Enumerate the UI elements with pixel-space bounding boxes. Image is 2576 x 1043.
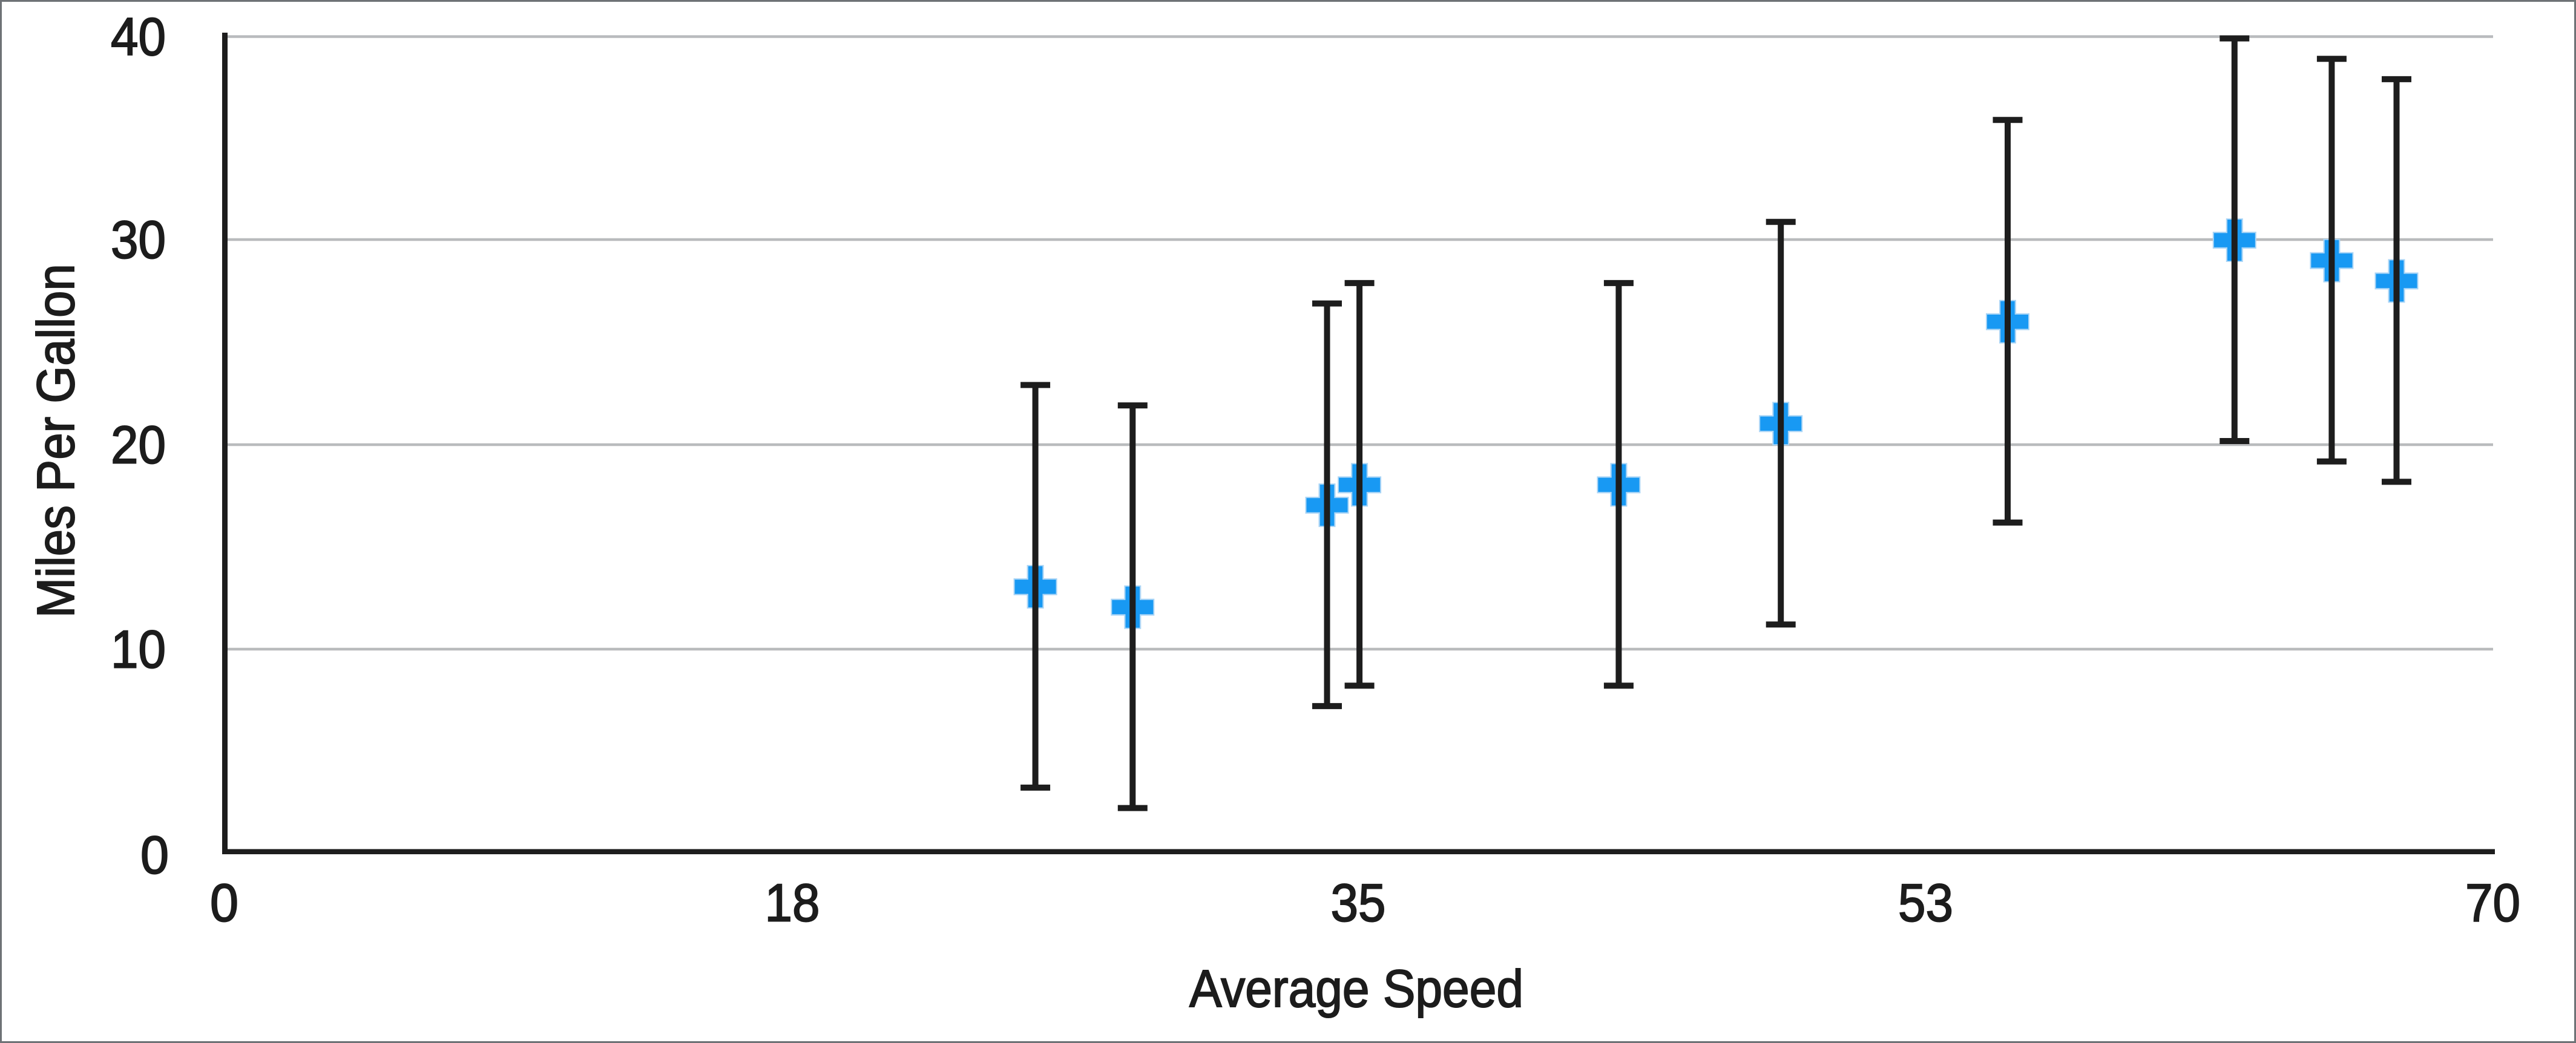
svg-text:35: 35	[1331, 873, 1386, 933]
svg-text:30: 30	[111, 210, 166, 270]
svg-text:70: 70	[2465, 873, 2520, 933]
svg-text:40: 40	[111, 7, 166, 67]
svg-text:0: 0	[210, 873, 238, 933]
svg-text:Average Speed: Average Speed	[1189, 959, 1523, 1018]
svg-text:10: 10	[111, 620, 166, 679]
svg-text:Miles Per Gallon: Miles Per Gallon	[26, 264, 85, 618]
svg-text:20: 20	[111, 415, 166, 475]
svg-text:18: 18	[765, 873, 820, 933]
svg-text:0: 0	[140, 825, 169, 885]
svg-text:53: 53	[1898, 873, 1953, 933]
